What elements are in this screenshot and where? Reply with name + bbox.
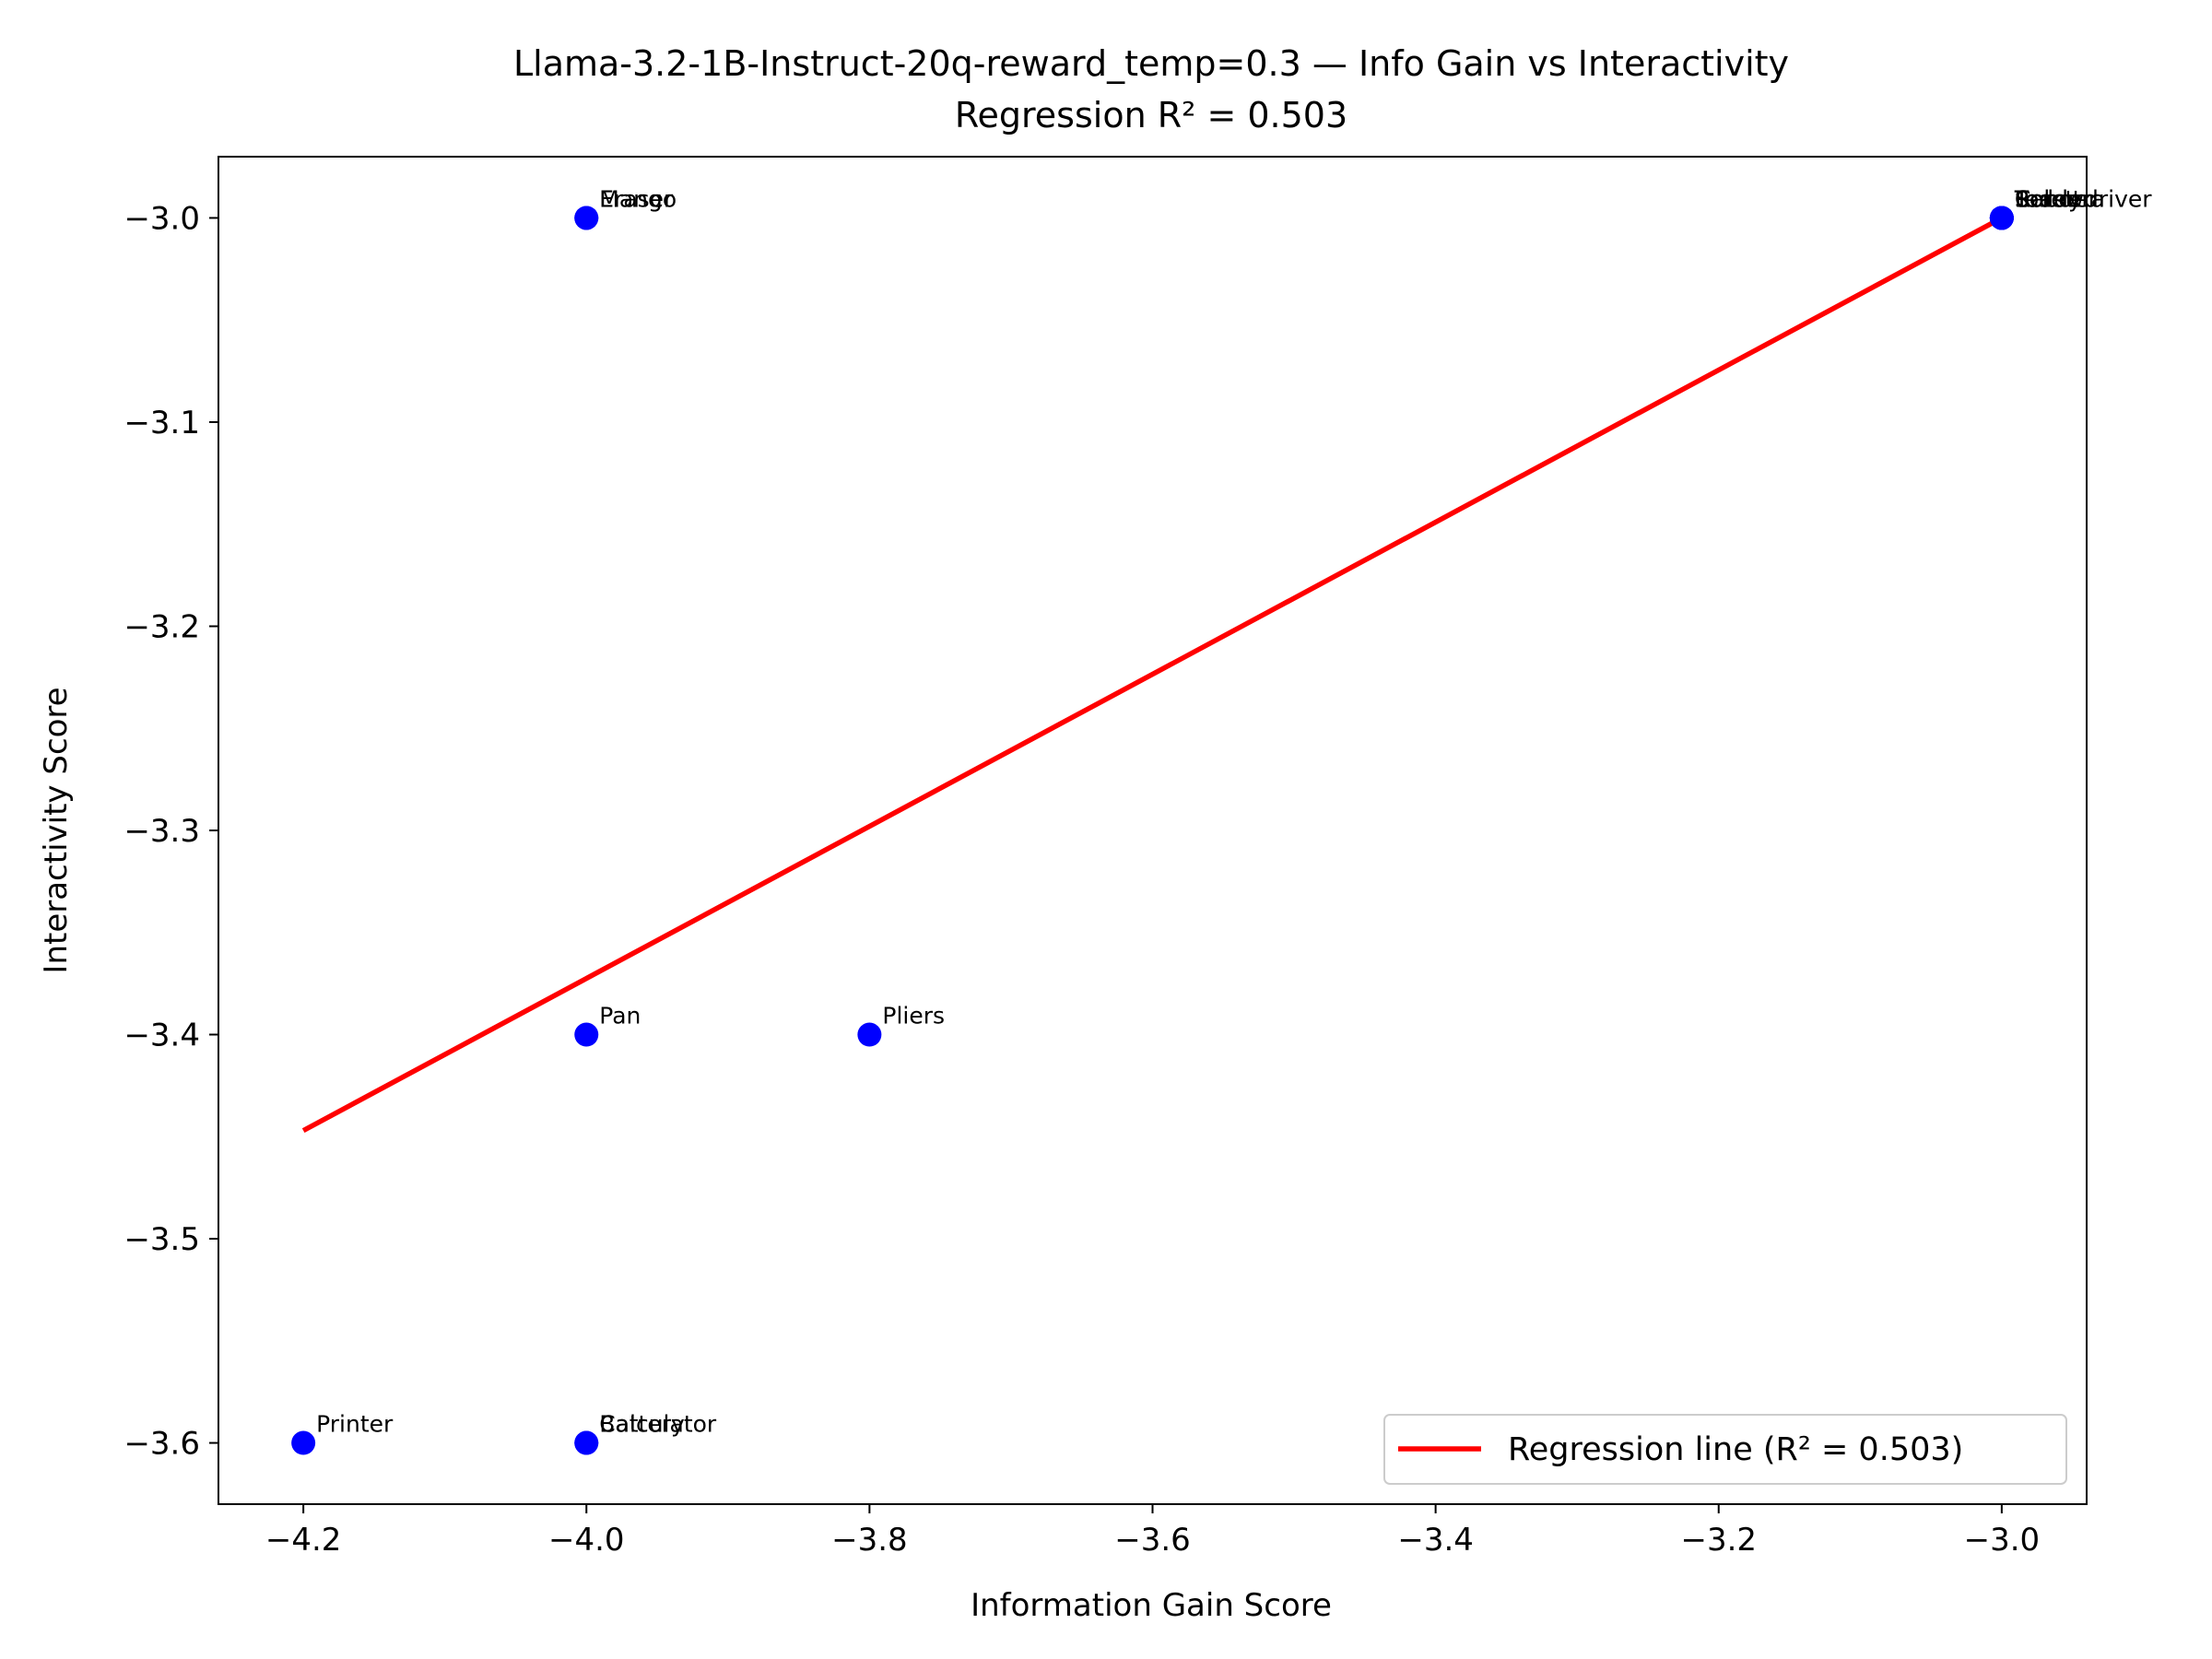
legend: Regression line (R² = 0.503) — [1383, 1414, 2067, 1485]
legend-box — [1383, 1414, 2067, 1485]
y-tick-label: −3.5 — [124, 1221, 200, 1258]
data-point — [574, 1022, 599, 1047]
y-axis-ticks: −3.6 −3.5 −3.4 −3.3 −3.2 −3.1 −3.0 — [124, 200, 218, 1463]
legend-label: Regression line (R² = 0.503) — [1508, 1431, 1963, 1468]
data-point — [1989, 206, 2014, 230]
x-axis-ticks: −4.2 −4.0 −3.8 −3.6 −3.4 −3.2 −3.0 — [265, 1504, 2040, 1559]
point-label: Toaster — [2014, 185, 2099, 212]
y-tick-label: −3.3 — [124, 813, 200, 850]
x-tick-label: −3.8 — [831, 1522, 908, 1559]
point-label: Battery — [599, 1411, 685, 1438]
point-label: Printer — [316, 1411, 394, 1438]
chart-title: Llama-3.2-1B-Instruct-20q-reward_temp=0.… — [513, 43, 1789, 84]
x-tick-label: −4.2 — [265, 1522, 342, 1559]
point-label: Mango — [599, 185, 677, 212]
chart-subtitle: Regression R² = 0.503 — [955, 95, 1347, 135]
x-tick-label: −3.0 — [1964, 1522, 2041, 1559]
point-label: Pan — [599, 1003, 641, 1030]
point-label: Eraser — [599, 185, 674, 212]
plot-frame — [218, 156, 2088, 1505]
x-axis-label: Information Gain Score — [971, 1587, 1332, 1624]
data-point — [291, 1430, 316, 1455]
y-axis-label: Interactivity Score — [38, 687, 75, 973]
data-point — [574, 206, 599, 230]
point-label: Robot — [2015, 185, 2082, 212]
regression-line — [301, 216, 2004, 1134]
x-tick-label: −3.6 — [1114, 1522, 1191, 1559]
point-label: Calculator — [599, 1411, 717, 1438]
y-tick-label: −3.1 — [124, 405, 200, 441]
point-label: Teddy — [2014, 185, 2082, 212]
y-tick-label: −3.6 — [124, 1426, 200, 1463]
data-points — [291, 206, 2014, 1455]
x-tick-label: −4.0 — [548, 1522, 625, 1559]
point-label: Screwdriver — [2015, 185, 2152, 212]
point-label: Camera — [2015, 185, 2105, 212]
x-tick-label: −3.2 — [1680, 1522, 1757, 1559]
data-point — [857, 1022, 882, 1047]
point-label: Pliers — [882, 1003, 945, 1030]
plot-area — [218, 157, 2087, 1504]
data-point — [574, 1430, 599, 1455]
y-tick-label: −3.2 — [124, 608, 200, 645]
y-tick-label: −3.0 — [124, 200, 200, 237]
x-tick-label: −3.4 — [1397, 1522, 1474, 1559]
y-tick-label: −3.4 — [124, 1018, 200, 1054]
